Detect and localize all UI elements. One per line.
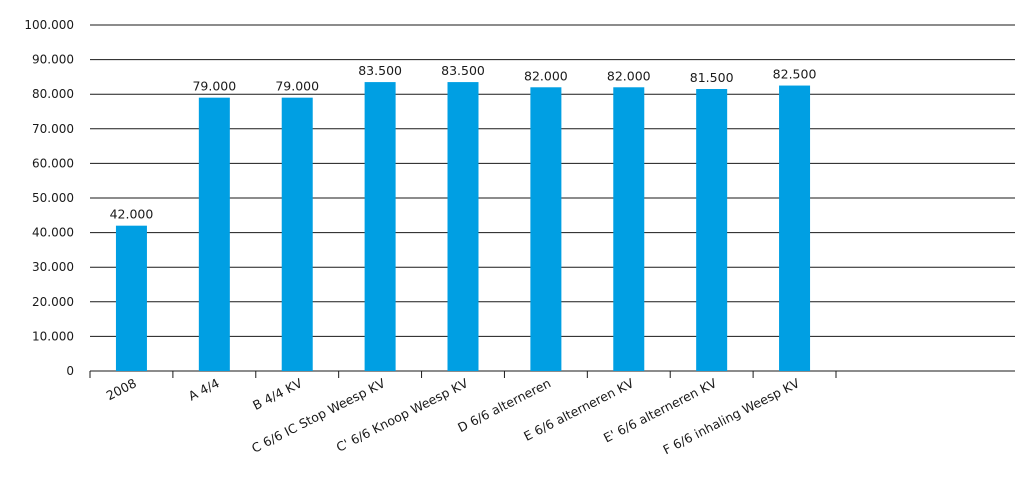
x-tick-label: F 6/6 inhaling Weesp KV bbox=[660, 375, 802, 457]
y-tick-label: 70.000 bbox=[32, 122, 74, 136]
bar-value-label: 79.000 bbox=[275, 79, 319, 94]
y-tick-label: 60.000 bbox=[32, 156, 74, 170]
bar-value-label: 82.500 bbox=[773, 67, 817, 82]
bar-value-label: 82.000 bbox=[524, 68, 568, 83]
bar bbox=[364, 82, 396, 371]
bar-value-label: 81.500 bbox=[690, 70, 734, 85]
bar bbox=[779, 85, 811, 372]
bar-value-label: 83.500 bbox=[358, 63, 402, 78]
x-tick-label: A 4/4 bbox=[186, 375, 222, 403]
y-tick-label: 20.000 bbox=[32, 295, 74, 309]
x-axis-tick-labels: 2008 A 4/4 B 4/4 KVC 6/6 IC Stop Weesp KVC… bbox=[104, 375, 803, 457]
y-axis-tick-labels: 0 10.000 20.000 30.000 40.000 50.000 60.000 70.… bbox=[24, 18, 74, 378]
y-tick-label: 50.000 bbox=[32, 191, 74, 205]
bar bbox=[281, 97, 313, 371]
x-tick-label: B 4/4 KV bbox=[250, 375, 305, 413]
y-tick-label: 10.000 bbox=[32, 329, 74, 343]
x-tick-label: C 6/6 IC Stop Weesp KV bbox=[249, 375, 388, 456]
y-tick-label: 0 bbox=[66, 364, 74, 378]
bar-value-label: 79.000 bbox=[192, 79, 236, 94]
y-tick-label: 40.000 bbox=[32, 226, 74, 240]
bar bbox=[115, 225, 147, 371]
y-tick-label: 80.000 bbox=[32, 87, 74, 101]
bar bbox=[613, 87, 645, 371]
bar-value-label: 83.500 bbox=[441, 63, 485, 78]
bars bbox=[115, 82, 811, 372]
y-tick-label: 100.000 bbox=[24, 18, 74, 32]
y-tick-label: 90.000 bbox=[32, 53, 74, 67]
bar-value-labels: 42.000 79.000 79.000 83.500 83.500 82.000 82.0… bbox=[110, 63, 817, 222]
bar bbox=[447, 82, 479, 371]
bar bbox=[696, 89, 728, 371]
x-tick-label: C' 6/6 Knoop Weesp KV bbox=[334, 375, 471, 455]
bar-value-label: 82.000 bbox=[607, 68, 651, 83]
y-tick-label: 30.000 bbox=[32, 260, 74, 274]
x-tick-label: 2008 bbox=[104, 375, 139, 403]
bar bbox=[530, 87, 562, 371]
bar-value-label: 42.000 bbox=[110, 207, 154, 222]
bar bbox=[198, 97, 230, 371]
